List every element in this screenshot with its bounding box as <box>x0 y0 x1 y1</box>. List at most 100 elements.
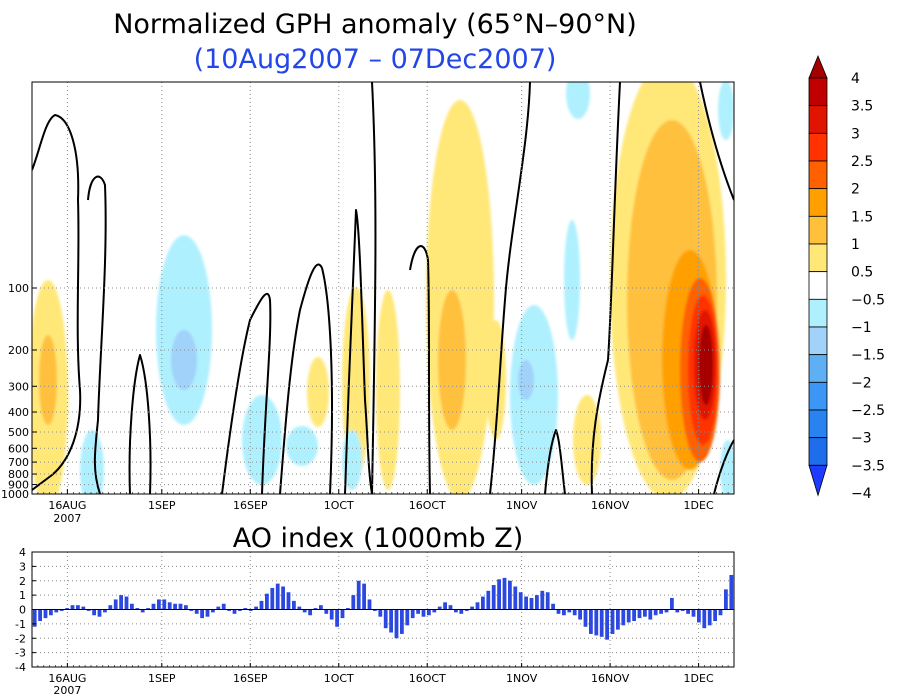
ao-bar <box>583 609 588 627</box>
ao-bar <box>157 599 161 610</box>
ao-bar <box>567 609 572 613</box>
ao-bar <box>707 609 712 626</box>
colorbar-label: 4 <box>851 71 860 87</box>
ao-bar <box>200 609 204 619</box>
ao-bar <box>400 609 404 634</box>
colorbar-swatch <box>808 243 828 273</box>
ao-bar <box>416 609 420 614</box>
colorbar-label: −2 <box>851 375 872 391</box>
colorbar-swatch <box>808 298 828 328</box>
ao-bar <box>97 609 102 617</box>
ao-bar <box>216 606 221 610</box>
colorbar-label: 3 <box>851 126 860 142</box>
heatmap-x-tick-label: 16OCT <box>409 499 446 512</box>
ao-bar <box>254 606 258 610</box>
ao-bar <box>513 586 518 610</box>
ao-bar <box>421 609 426 617</box>
heatmap-title: Normalized GPH anomaly (65°N–90°N) <box>113 9 637 40</box>
zero-contour-mid-oct <box>409 245 431 494</box>
colorbar-label: 2 <box>851 182 860 198</box>
ao-bar <box>184 605 188 610</box>
ao-bar <box>545 592 550 610</box>
ao-bar <box>38 609 42 621</box>
ao-x-tick-label: 1DEC <box>684 672 714 685</box>
colorbar-swatch <box>808 105 828 134</box>
ao-bar <box>481 596 485 610</box>
ao-bar <box>362 583 366 610</box>
zero-contour-late-oct <box>489 82 531 494</box>
ao-bar <box>243 608 248 610</box>
heatmap-x-tick-label: 16SEP <box>233 499 268 512</box>
ao-bar <box>562 609 566 616</box>
ao-bar <box>605 609 609 640</box>
zero-contour-early-sep <box>128 354 152 494</box>
heatmap-frame <box>31 81 735 495</box>
ao-bar <box>486 590 491 610</box>
ao-bar <box>81 606 86 610</box>
heatmap-y-tick-label: 700 <box>8 456 29 469</box>
ao-bar <box>108 605 113 610</box>
zero-contour-mid-nov <box>590 82 621 494</box>
ao-y-tick-label: 2 <box>19 575 26 588</box>
heatmap-subtitle: (10Aug2007 – 07Dec2007) <box>194 44 557 75</box>
colorbar-swatch <box>808 354 828 383</box>
ao-bar <box>427 609 431 616</box>
ao-bar <box>443 602 447 610</box>
heatmap-y-tick-label: 200 <box>8 344 29 357</box>
colorbar-bottom-arrow <box>808 464 828 497</box>
ao-bar <box>637 609 642 619</box>
ao-y-tick-label: 0 <box>19 604 26 617</box>
ao-bar <box>65 608 69 610</box>
colorbar-swatch <box>808 215 828 245</box>
ao-bar <box>205 609 210 617</box>
anomaly-positive-aug-lower-inner <box>39 335 57 425</box>
colorbar-label: −1.5 <box>851 348 885 364</box>
ao-y-tick-label: -1 <box>15 618 26 631</box>
ao-bar <box>686 609 690 614</box>
heatmap-x-tick-label: 1DEC <box>684 499 714 512</box>
ao-bar <box>578 609 582 620</box>
colorbar-label: −2.5 <box>851 403 885 419</box>
heatmap-y-tick-label: 100 <box>8 282 29 295</box>
ao-y-tick-label: -3 <box>15 647 26 660</box>
colorbar-swatch <box>808 188 828 217</box>
ao-bar <box>221 603 226 610</box>
ao-bar <box>610 609 615 634</box>
ao-bar <box>529 598 534 610</box>
ao-bar <box>405 609 410 626</box>
anomaly-positive-mid-oct-low <box>376 290 400 490</box>
ao-bar <box>124 596 129 610</box>
ao-bar <box>680 609 685 611</box>
ao-bar <box>518 592 523 610</box>
anomaly-negative-nov-top <box>566 82 590 119</box>
ao-bar <box>335 609 339 627</box>
colorbar: 4 3.5 3 2.5 2 1.5 1 0.5 −0.5 −1 −1.5 −2 −2.5 −3 −3.5 −4 <box>808 54 885 502</box>
colorbar-label: 1.5 <box>851 209 873 225</box>
ao-bar <box>724 589 728 610</box>
ao-bar <box>378 609 383 617</box>
colorbar-swatch <box>808 437 828 466</box>
ao-bar <box>92 609 96 616</box>
ao-bar <box>194 609 199 614</box>
ao-bar <box>189 609 194 611</box>
heatmap-y-tick-label: 400 <box>8 406 29 419</box>
colorbar-label: −1 <box>851 320 872 336</box>
ao-bar <box>626 609 631 623</box>
colorbar-label: 2.5 <box>851 154 873 170</box>
heatmap-x-tick-label: 16NOV <box>591 499 630 512</box>
ao-bar <box>103 609 107 613</box>
ao-bar <box>551 603 555 610</box>
anomaly-negative-early-sep-inner <box>171 330 197 390</box>
zero-contour-aug-right <box>87 175 107 494</box>
ao-bar <box>259 600 264 610</box>
ao-x-tick-label: 16AUG <box>48 672 86 685</box>
anomaly-negative-late-sep <box>286 426 318 466</box>
ao-bar <box>648 609 653 620</box>
heatmap-y-tick-label: 500 <box>8 426 29 439</box>
heatmap-x-tick-label: 1NOV <box>506 499 538 512</box>
ao-bar <box>302 609 307 613</box>
ao-bar <box>675 609 680 613</box>
ao-x-tick-sublabel: 2007 <box>53 684 81 697</box>
colorbar-label: −0.5 <box>851 292 885 308</box>
